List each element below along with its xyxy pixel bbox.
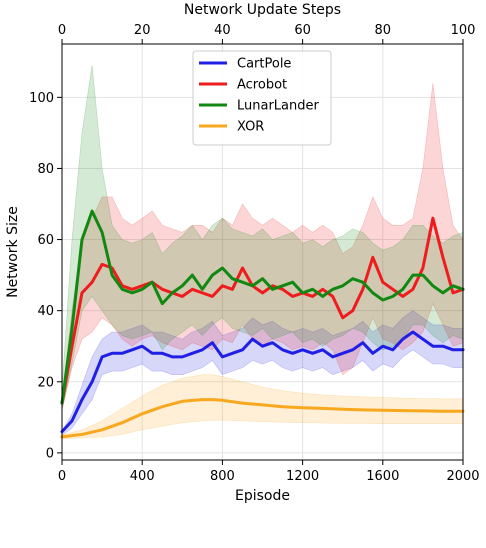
top-x-tick-label-40: 40 [214,23,231,38]
top-x-tick-label-80: 80 [375,23,392,38]
y-tick-label-40: 40 [37,304,54,319]
top-x-axis-label: Network Update Steps [184,2,341,18]
legend-label-acrobot: Acrobot [237,78,287,93]
x-tick-label-2000: 2000 [446,469,479,484]
y-tick-label-20: 20 [37,375,54,390]
legend-label-lunarlander: LunarLander [237,99,320,114]
series-line-acrobot [60,216,465,405]
top-x-tick-label-100: 100 [451,23,476,38]
y-axis: 0 20 40 60 80 100 [29,91,62,461]
x-tick-label-1600: 1600 [366,469,399,484]
plot-frame [61,43,464,461]
y-tick-label-80: 80 [37,162,54,177]
y-tick-label-0: 0 [46,446,54,461]
legend-label-xor: XOR [237,120,264,135]
series-line-cartpole [60,330,465,434]
top-x-tick-label-20: 20 [134,23,151,38]
series-lines [60,209,465,439]
top-x-axis: 0 20 40 60 80 100 [58,23,476,44]
legend-label-cartpole: CartPole [237,57,291,72]
y-tick-label-100: 100 [29,91,54,106]
bottom-x-axis: 0 400 800 1200 1600 2000 [58,460,480,484]
top-x-tick-label-60: 60 [294,23,311,38]
series-line-lunarlander [60,209,465,405]
y-tick-label-60: 60 [37,233,54,248]
legend: CartPole Acrobot LunarLander XOR [192,50,332,146]
y-axis-label: Network Size [5,206,21,298]
series-line-xor [60,398,465,439]
x-tick-label-0: 0 [58,469,66,484]
x-tick-label-800: 800 [210,469,235,484]
x-tick-label-1200: 1200 [286,469,319,484]
top-x-tick-label-0: 0 [58,23,66,38]
x-axis-label: Episode [235,488,290,504]
legend-box [192,50,332,146]
band-xor [61,374,464,440]
x-tick-label-400: 400 [130,469,155,484]
